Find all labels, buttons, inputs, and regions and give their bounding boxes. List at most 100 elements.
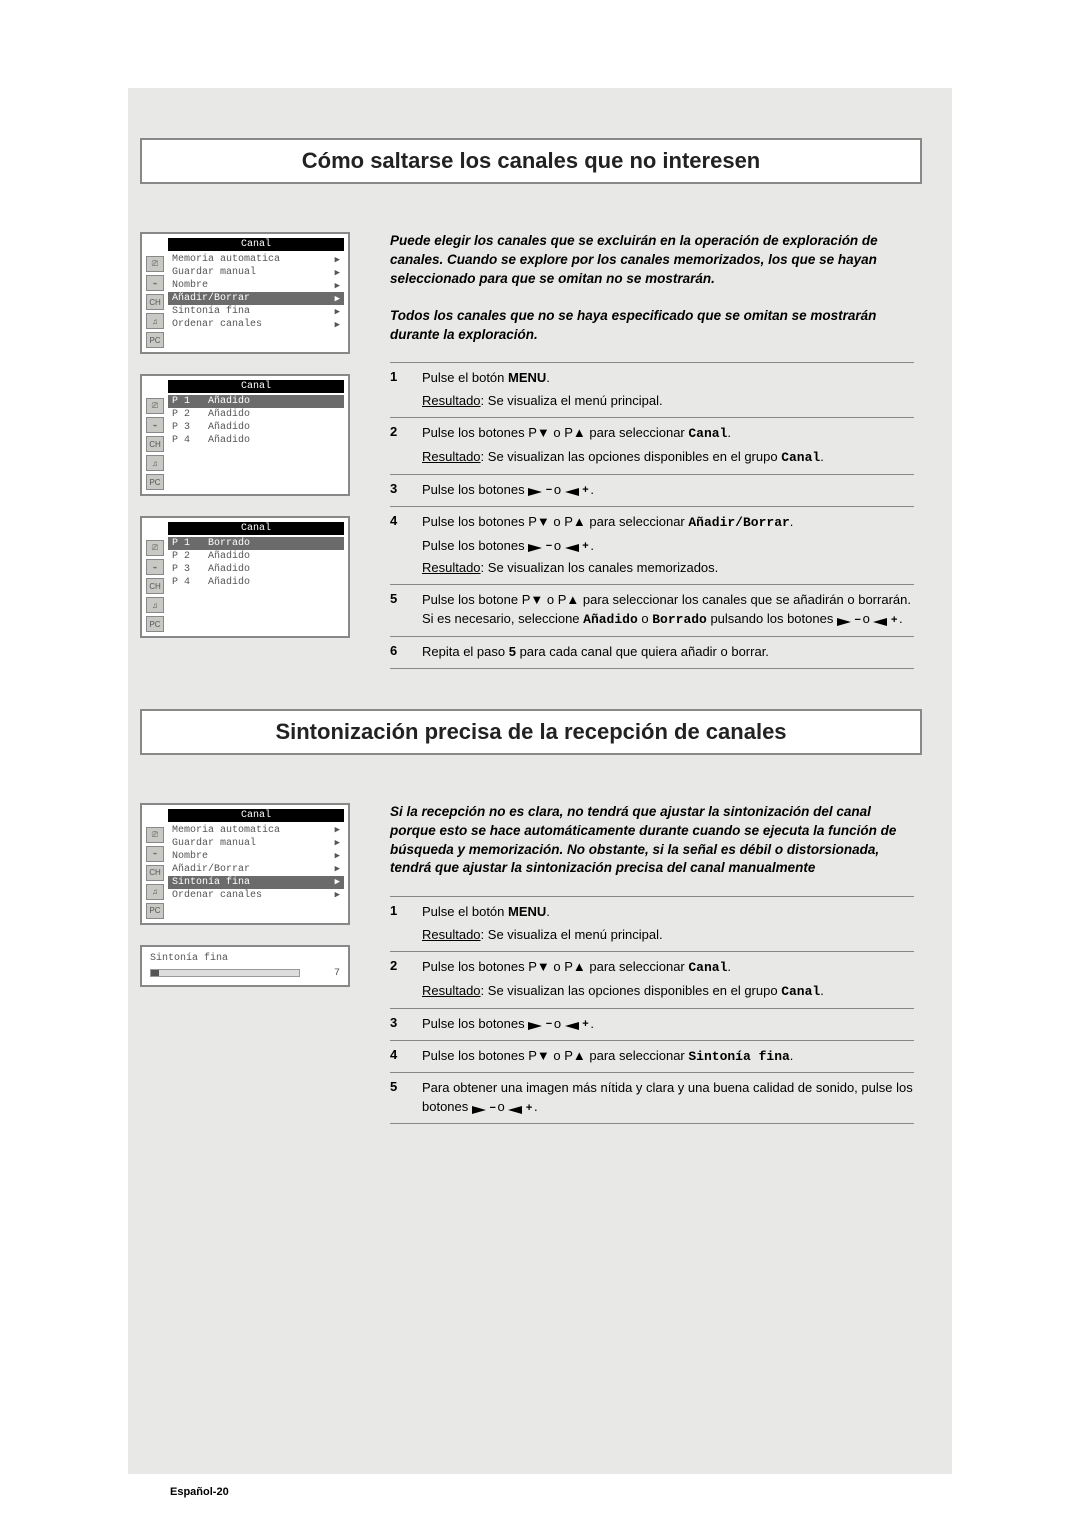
osd-sidebar-icon: CH (146, 294, 164, 310)
osd-title: Canal (168, 522, 344, 535)
osd-menu-row: P 4 Añadido (168, 434, 344, 447)
step-row: 1 Pulse el botón MENU.Resultado: Se visu… (390, 362, 914, 418)
step-number: 5 (390, 591, 408, 630)
osd-menu: ⎚ ⌁ CH ♫ PC Canal Memoria automatica▶Guardar… (140, 803, 350, 925)
osd-sidebar: ⎚ ⌁ CH ♫ PC (146, 380, 168, 490)
osd-sidebar: ⎚ ⌁ CH ♫ PC (146, 809, 168, 919)
osd-sidebar-icon: PC (146, 903, 164, 919)
section2-title-bar: Sintonización precisa de la recepción de… (140, 709, 922, 755)
osd-menu: ⎚ ⌁ CH ♫ PC Canal Memoria automatica▶Guardar… (140, 232, 350, 354)
osd-menu-row: Ordenar canales▶ (168, 889, 344, 902)
osd-sidebar-icon: CH (146, 436, 164, 452)
step-row: 3 Pulse los botones − o + . (390, 1009, 914, 1041)
step-row: 3 Pulse los botones − o + . (390, 475, 914, 507)
step-number: 1 (390, 369, 408, 411)
osd-menu-row: P 3 Añadido (168, 563, 344, 576)
osd-sidebar: ⎚⌁CH♫PC (146, 522, 168, 632)
step-body: Para obtener una imagen más nítida y cla… (422, 1079, 914, 1117)
section2-body: ⎚ ⌁ CH ♫ PC Canal Memoria automatica▶Guardar… (140, 803, 922, 1124)
osd-sidebar: ⎚ ⌁ CH ♫ PC (146, 238, 168, 348)
osd-sidebar-icon: ♫ (146, 455, 164, 471)
step-body: Pulse los botones P▼ o P▲ para seleccion… (422, 958, 824, 1002)
osd-sidebar-icon: ⌁ (146, 846, 164, 862)
osd-sidebar-icon: ⌁ (146, 417, 164, 433)
osd-menu-row: Añadir/Borrar▶ (168, 292, 344, 305)
section2-intro: Si la recepción no es clara, no tendrá q… (390, 803, 914, 879)
osd-menu-row: Nombre▶ (168, 850, 344, 863)
osd-menu-row: P 1 Añadido (168, 395, 344, 408)
osd-menu-row: Guardar manual▶ (168, 266, 344, 279)
osd-menu-row: Sintonía fina▶ (168, 305, 344, 318)
osd-sidebar-icon: ⌁ (146, 559, 164, 575)
osd-slider-title: Sintonía fina (150, 953, 340, 964)
section1-title: Cómo saltarse los canales que no interes… (302, 148, 761, 173)
step-row: 2 Pulse los botones P▼ o P▲ para selecci… (390, 418, 914, 475)
step-body: Pulse el botón MENU.Resultado: Se visual… (422, 903, 663, 945)
section2-title: Sintonización precisa de la recepción de… (275, 719, 786, 744)
step-row: 4 Pulse los botones P▼ o P▲ para selecci… (390, 1041, 914, 1074)
osd-sidebar-icon: ⎚ (146, 827, 164, 843)
step-body: Pulse los botone P▼ o P▲ para selecciona… (422, 591, 914, 630)
step-body: Pulse los botones P▼ o P▲ para seleccion… (422, 1047, 793, 1067)
step-row: 2 Pulse los botones P▼ o P▲ para selecci… (390, 952, 914, 1009)
step-number: 3 (390, 481, 408, 500)
osd-menu-row: Memoria automatica▶ (168, 824, 344, 837)
step-number: 6 (390, 643, 408, 662)
osd-title: Canal (168, 238, 344, 251)
osd-sidebar-icon: ⎚ (146, 256, 164, 272)
step-body: Pulse los botones P▼ o P▲ para seleccion… (422, 513, 793, 579)
osd-slider-bar (150, 969, 300, 977)
osd-menu-row: Sintonía fina▶ (168, 876, 344, 889)
step-row: 5 Para obtener una imagen más nítida y c… (390, 1073, 914, 1124)
osd-menu-row: Añadir/Borrar▶ (168, 863, 344, 876)
osd-menu-row: Guardar manual▶ (168, 837, 344, 850)
osd-sidebar-icon: PC (146, 332, 164, 348)
step-row: 1 Pulse el botón MENU.Resultado: Se visu… (390, 896, 914, 952)
section2-steps: 1 Pulse el botón MENU.Resultado: Se visu… (390, 896, 914, 1124)
osd-menu-row: P 1 Borrado (168, 537, 344, 550)
osd-menu: ⎚ ⌁ CH ♫ PC Canal P 1 AñadidoP 2 AñadidoP 3 … (140, 374, 350, 496)
section2-text: Si la recepción no es clara, no tendrá q… (390, 803, 922, 1124)
step-number: 4 (390, 1047, 408, 1067)
section1-intro2: Todos los canales que no se haya especif… (390, 307, 914, 345)
osd-sidebar-icon: ⌁ (146, 275, 164, 291)
step-body: Pulse los botones P▼ o P▲ para seleccion… (422, 424, 824, 468)
page: Cómo saltarse los canales que no interes… (0, 0, 1080, 1528)
step-number: 1 (390, 903, 408, 945)
step-number: 5 (390, 1079, 408, 1117)
osd-sidebar-icon: ⎚ (146, 398, 164, 414)
osd-menu-row: P 2 Añadido (168, 408, 344, 421)
step-row: 6 Repita el paso 5 para cada canal que q… (390, 637, 914, 669)
step-body: Pulse el botón MENU.Resultado: Se visual… (422, 369, 663, 411)
osd-menu-row: Memoria automatica▶ (168, 253, 344, 266)
step-body: Pulse los botones − o + . (422, 481, 594, 500)
step-number: 3 (390, 1015, 408, 1034)
section1-menus: ⎚ ⌁ CH ♫ PC Canal Memoria automatica▶Guardar… (140, 232, 366, 669)
step-number: 2 (390, 958, 408, 1002)
osd-title: Canal (168, 809, 344, 822)
step-row: 5 Pulse los botone P▼ o P▲ para seleccio… (390, 585, 914, 637)
step-row: 4 Pulse los botones P▼ o P▲ para selecci… (390, 507, 914, 586)
section2-menus: ⎚ ⌁ CH ♫ PC Canal Memoria automatica▶Guardar… (140, 803, 366, 1124)
section1-intro1: Puede elegir los canales que se excluirá… (390, 232, 914, 289)
content-area: Cómo saltarse los canales que no interes… (128, 88, 952, 1184)
step-number: 2 (390, 424, 408, 468)
osd-menu-row: Nombre▶ (168, 279, 344, 292)
step-number: 4 (390, 513, 408, 579)
osd-sidebar-icon: PC (146, 616, 164, 632)
osd-title: Canal (168, 380, 344, 393)
osd-menu-row: P 3 Añadido (168, 421, 344, 434)
osd-sidebar-icon: ⎚ (146, 540, 164, 556)
osd-slider-value: 7 (334, 968, 340, 979)
page-number: Español-20 (170, 1486, 229, 1498)
step-body: Pulse los botones − o + . (422, 1015, 594, 1034)
section1-body: ⎚ ⌁ CH ♫ PC Canal Memoria automatica▶Guardar… (140, 232, 922, 669)
osd-sidebar-icon: ♫ (146, 884, 164, 900)
osd-menu-row: P 4 Añadido (168, 576, 344, 589)
osd-sidebar-icon: PC (146, 474, 164, 490)
osd-slider: Sintonía fina 7 (140, 945, 350, 987)
section1-title-bar: Cómo saltarse los canales que no interes… (140, 138, 922, 184)
osd-sidebar-icon: CH (146, 865, 164, 881)
osd-menu-row: Ordenar canales▶ (168, 318, 344, 331)
osd-sidebar-icon: ♫ (146, 313, 164, 329)
